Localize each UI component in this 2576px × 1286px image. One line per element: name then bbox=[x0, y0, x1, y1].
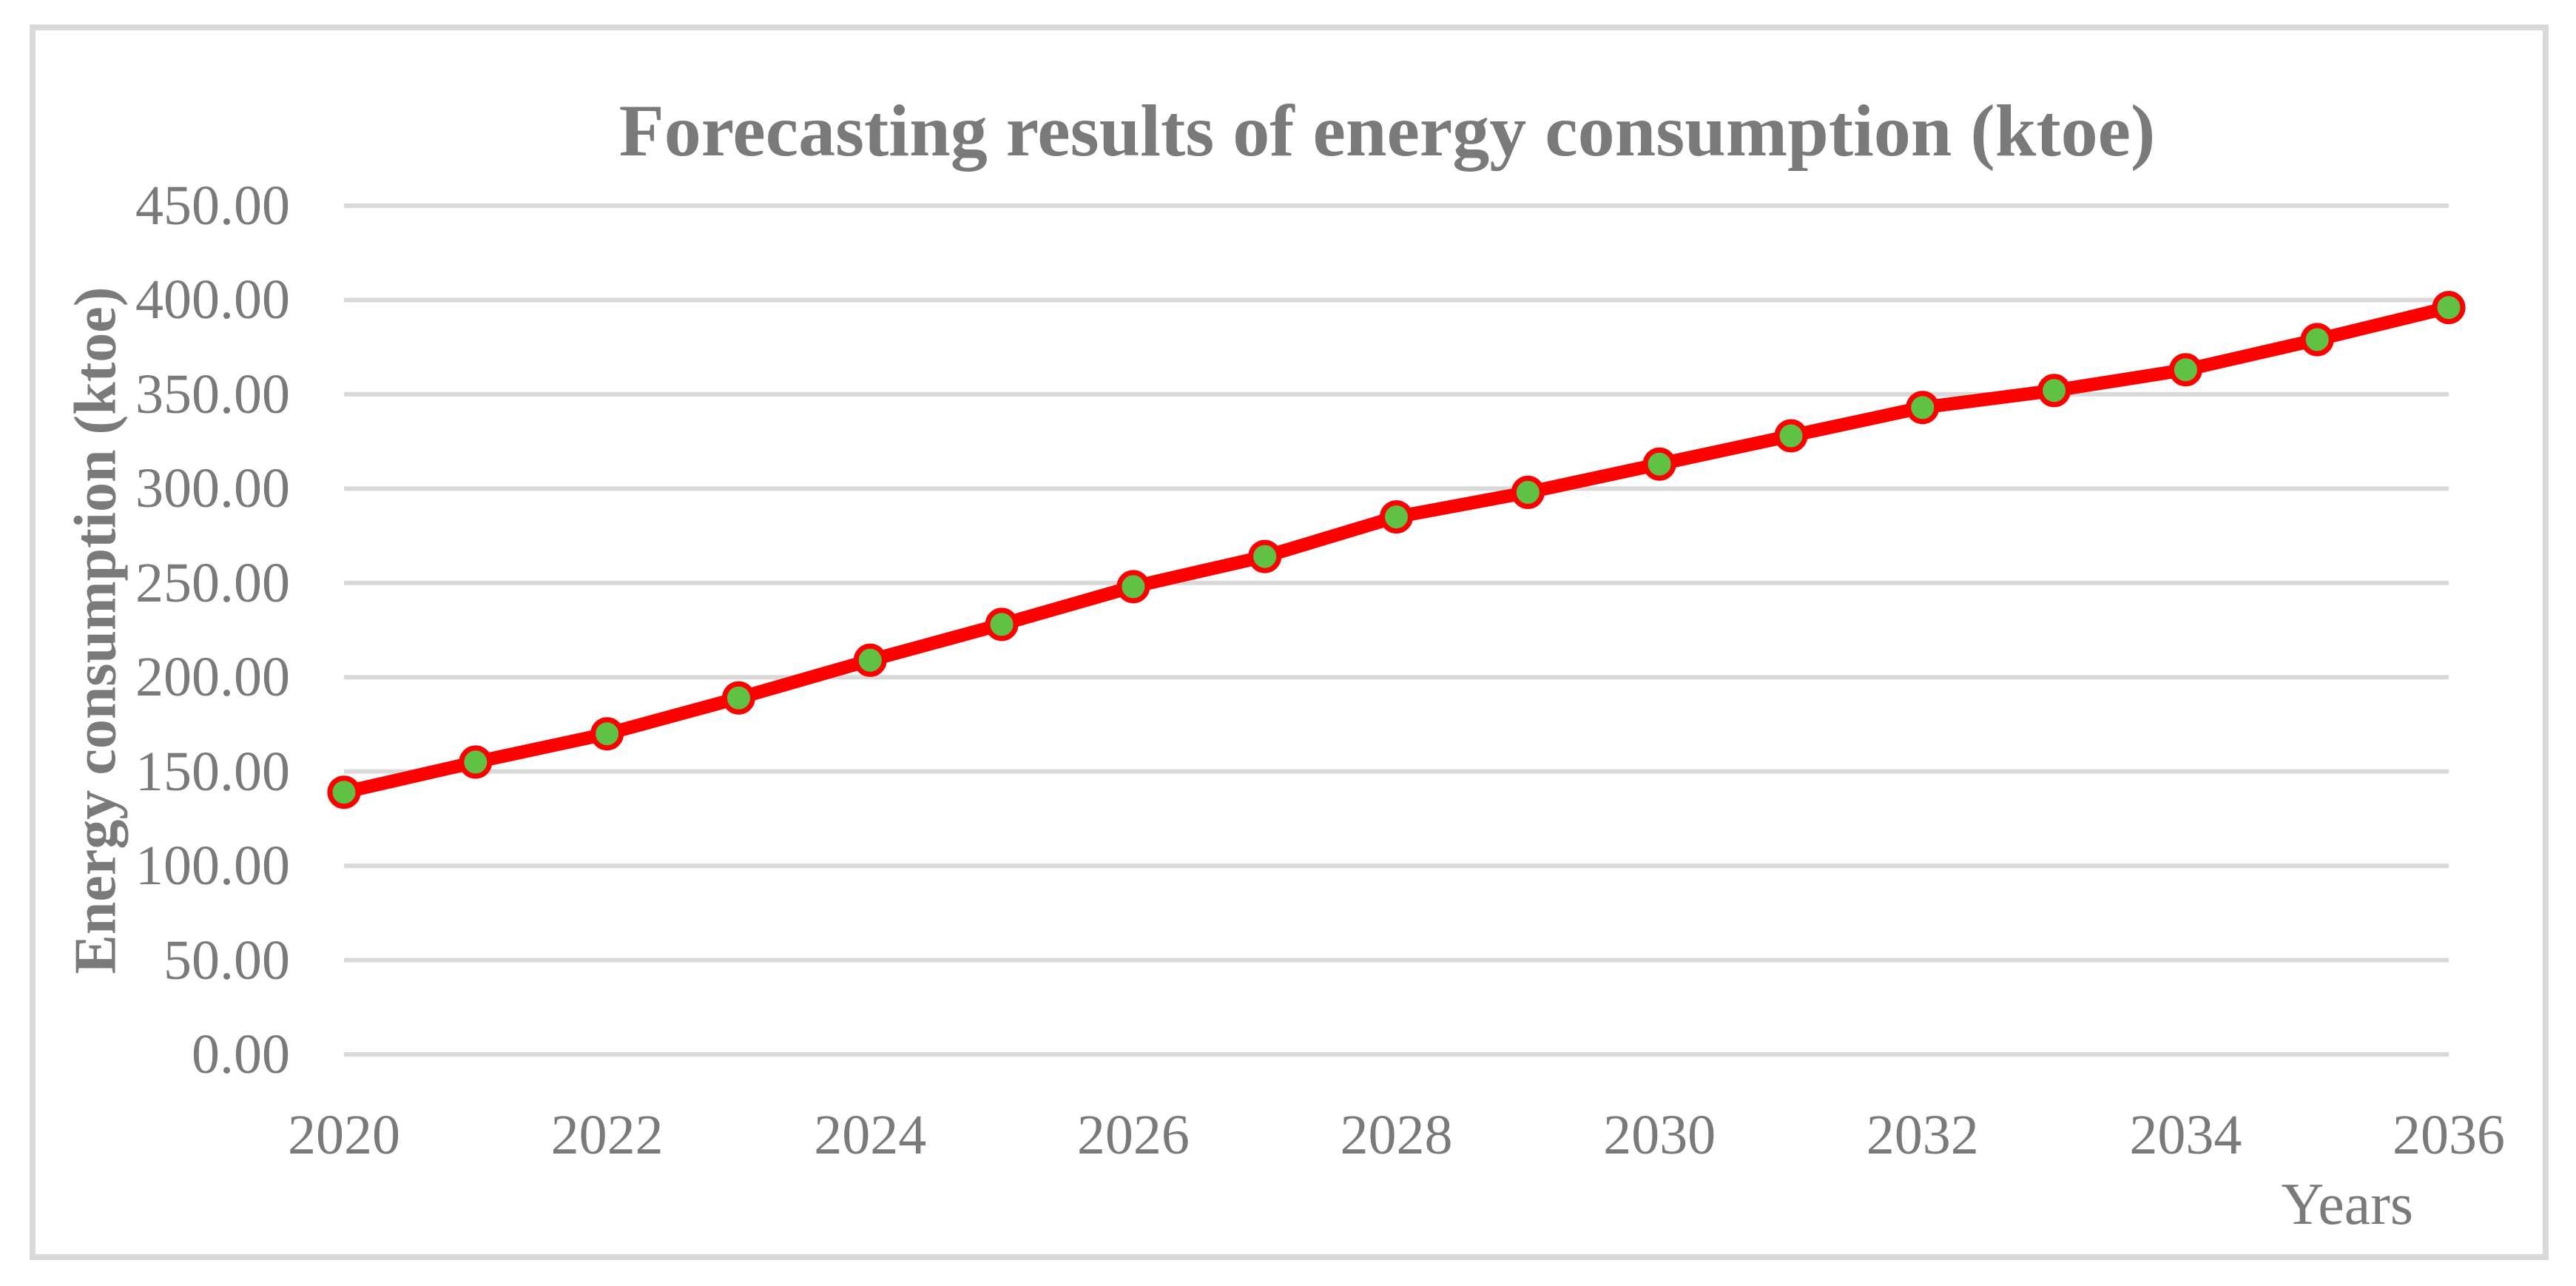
x-tick-label: 2022 bbox=[550, 1104, 664, 1166]
x-tick-label: 2020 bbox=[288, 1104, 400, 1166]
x-axis-title: Years bbox=[2281, 1172, 2413, 1237]
data-point-2021 bbox=[459, 745, 493, 779]
data-point-2030 bbox=[1642, 447, 1676, 481]
chart-title: Forecasting results of energy consumptio… bbox=[618, 90, 2156, 172]
data-point-2029 bbox=[1511, 475, 1545, 509]
y-tick-label: 450.00 bbox=[135, 175, 290, 237]
y-tick-label: 350.00 bbox=[135, 363, 290, 425]
data-point-2034 bbox=[2168, 353, 2202, 387]
data-point-2022 bbox=[590, 717, 624, 751]
y-tick-label: 100.00 bbox=[135, 835, 290, 898]
data-point-2027 bbox=[1248, 539, 1282, 573]
x-tick-label: 2030 bbox=[1603, 1104, 1716, 1166]
y-tick-label: 0.00 bbox=[192, 1023, 290, 1085]
data-point-2036 bbox=[2432, 291, 2466, 325]
data-point-2023 bbox=[721, 681, 755, 715]
data-point-2033 bbox=[2037, 374, 2071, 408]
x-tick-label: 2032 bbox=[1866, 1104, 1979, 1166]
data-point-2025 bbox=[985, 607, 1019, 642]
data-point-2028 bbox=[1380, 500, 1413, 534]
data-point-2026 bbox=[1116, 570, 1150, 604]
y-tick-label: 50.00 bbox=[163, 929, 290, 992]
x-tick-label: 2026 bbox=[1076, 1104, 1190, 1166]
data-point-2031 bbox=[1774, 419, 1808, 453]
series-line bbox=[337, 300, 2455, 799]
data-point-2032 bbox=[1906, 391, 1940, 425]
x-tick-label: 2028 bbox=[1340, 1104, 1453, 1166]
y-tick-label: 150.00 bbox=[135, 740, 290, 803]
y-tick-label: 400.00 bbox=[135, 269, 290, 331]
data-point-2020 bbox=[327, 775, 361, 809]
y-tick-label: 300.00 bbox=[135, 457, 290, 520]
y-tick-label: 200.00 bbox=[135, 646, 290, 709]
data-point-2035 bbox=[2300, 323, 2334, 357]
x-tick-label: 2036 bbox=[2393, 1104, 2505, 1166]
y-tick-label: 250.00 bbox=[135, 551, 290, 614]
data-point-2024 bbox=[853, 643, 887, 677]
x-tick-label: 2024 bbox=[814, 1104, 927, 1166]
x-tick-label: 2034 bbox=[2129, 1104, 2242, 1166]
